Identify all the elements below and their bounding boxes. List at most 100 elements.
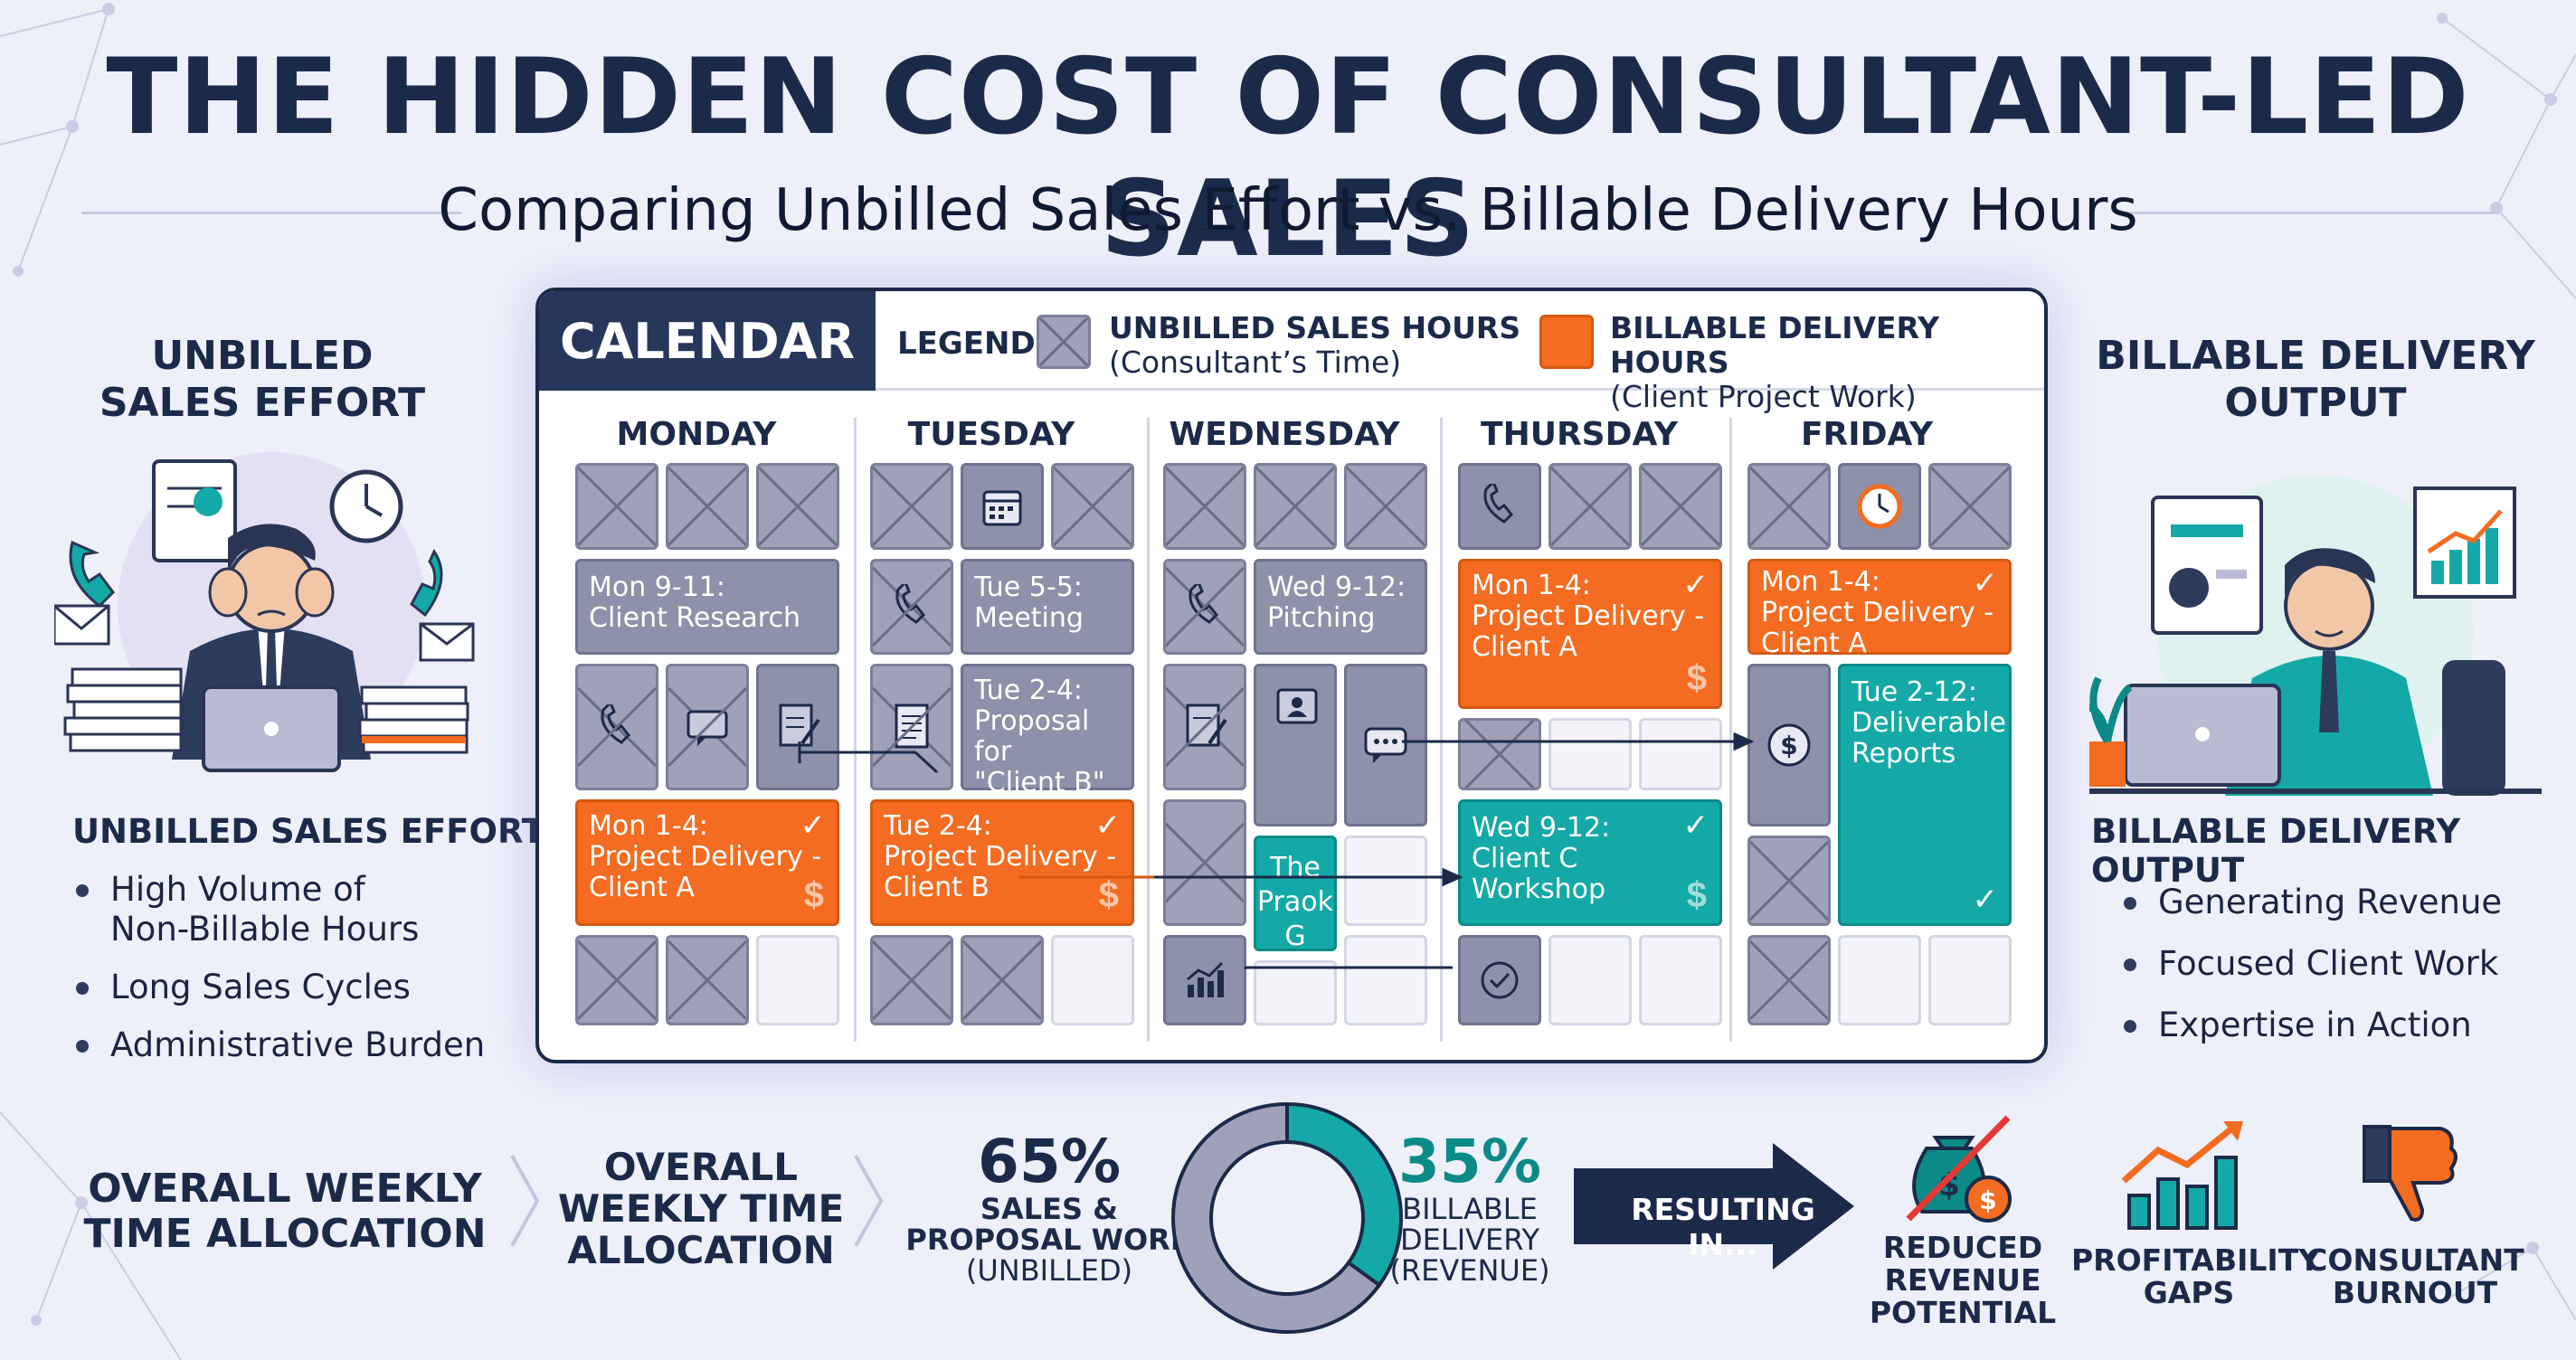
subtitle: Comparing Unbilled Sales Effort vs. Bill…	[438, 177, 2138, 244]
bar-chart-icon	[1187, 961, 1224, 997]
calendar-cell[interactable]	[666, 463, 749, 550]
event-mon-delivery[interactable]: Mon 1-4: Project Delivery - Client A ✓ $	[575, 799, 839, 926]
event-thu-delivery[interactable]: Mon 1-4: Project Delivery - Client A ✓ $	[1458, 559, 1722, 709]
legend-billable-title: BILLABLE DELIVERY HOURS	[1610, 310, 1940, 380]
calendar-tab: CALENDAR	[539, 291, 876, 391]
calendar-cell[interactable]	[1163, 799, 1246, 926]
event-thu-workshop[interactable]: Wed 9-12: Client C Workshop ✓ $	[1458, 799, 1722, 926]
calendar-cell[interactable]	[666, 935, 749, 1025]
left-item-text: Non-Billable Hours	[110, 910, 420, 949]
calendar-cell[interactable]	[1639, 718, 1722, 790]
thumbs-down-icon	[2363, 1125, 2458, 1222]
day-separator	[1729, 418, 1732, 1042]
calendar-cell[interactable]	[666, 664, 749, 790]
outcome-consultant-burnout: CONSULTANT BURNOUT	[2297, 1244, 2533, 1309]
event-wed-pitching[interactable]: Wed 9-12: Pitching	[1254, 559, 1427, 655]
calendar-cell[interactable]	[1163, 664, 1246, 790]
calendar-panel: CALENDAR LEGEND UNBILLED SALES HOURS (Co…	[535, 288, 2048, 1063]
calendar-cell[interactable]	[1548, 935, 1632, 1025]
allocation-heading-mid: OVERALL WEEKLY TIME ALLOCATION	[552, 1147, 850, 1271]
contact-card-icon	[1276, 688, 1318, 724]
outcome-reduced-revenue: REDUCED REVENUE POTENTIAL	[1863, 1232, 2062, 1329]
calendar-cell[interactable]	[756, 463, 839, 550]
event-tue-proposal[interactable]: Tue 2-4: Proposal for "Client B"	[961, 664, 1134, 798]
right-list-heading: BILLABLE DELIVERY OUTPUT	[2091, 812, 2461, 890]
calendar-cell[interactable]	[575, 935, 658, 1025]
left-heading: UNBILLED SALES EFFORT	[63, 333, 461, 427]
outcome-line: CONSULTANT	[2306, 1242, 2524, 1278]
calendar-cell[interactable]	[1458, 463, 1541, 550]
calendar-cell[interactable]	[1747, 463, 1831, 550]
event-mon-research[interactable]: Mon 9-11: Client Research	[575, 559, 839, 655]
legend-bar: LEGEND UNBILLED SALES HOURS (Consultant’…	[876, 291, 2044, 414]
calendar-cell[interactable]	[756, 664, 839, 790]
event-fri-delivery[interactable]: Mon 1-4: Project Delivery - Client A ✓	[1747, 559, 2012, 659]
calendar-cell[interactable]	[1163, 463, 1246, 550]
calendar-cell[interactable]	[870, 559, 953, 655]
clock-icon	[1857, 484, 1902, 529]
calendar-cell[interactable]	[1254, 463, 1337, 550]
calendar-cell[interactable]	[1344, 463, 1427, 550]
calendar-cell[interactable]	[1838, 463, 1921, 550]
calendar-cell[interactable]	[1747, 935, 1831, 1025]
calendar-cell[interactable]	[1051, 463, 1134, 550]
left-bullet-item: Administrative Burden	[72, 1025, 485, 1065]
calendar-cell[interactable]	[870, 664, 953, 790]
calendar-cell[interactable]	[575, 463, 658, 550]
check-icon: ✓	[1682, 808, 1709, 843]
left-bullet-item: Long Sales Cycles	[72, 968, 485, 1007]
calendar-cell[interactable]	[870, 463, 953, 550]
calendar-cell[interactable]	[1344, 836, 1427, 926]
legend-billable-swatch	[1539, 315, 1594, 369]
chevron-right-icon	[510, 1155, 540, 1247]
billable-label-line3: (REVENUE)	[1389, 1253, 1550, 1288]
svg-text:$: $	[1979, 1185, 1996, 1215]
calendar-icon	[982, 490, 1022, 526]
event-tue-delivery[interactable]: Tue 2-4: Project Delivery - Client B ✓ $	[870, 799, 1134, 926]
legend-unbilled-title: UNBILLED SALES HOURS	[1109, 310, 1521, 345]
calendar-cell[interactable]: $	[1747, 664, 1831, 826]
allocation-heading-left: OVERALL WEEKLY TIME ALLOCATION	[81, 1166, 488, 1257]
legend-billable-sub: (Client Project Work)	[1610, 379, 1917, 414]
right-heading: BILLABLE DELIVERY OUTPUT	[2080, 333, 2551, 427]
event-tue-meeting[interactable]: Tue 5-5: Meeting	[961, 559, 1134, 655]
calendar-cell[interactable]	[870, 935, 953, 1025]
calendar-cell[interactable]	[1548, 463, 1632, 550]
calendar-cell[interactable]	[1344, 935, 1427, 1025]
outcome-profitability-gaps: PROFITABILITY GAPS	[2071, 1244, 2320, 1309]
calendar-cell[interactable]	[1458, 718, 1541, 790]
day-separator	[1147, 418, 1150, 1042]
calendar-cell[interactable]	[756, 935, 839, 1025]
calendar-cell[interactable]	[575, 664, 658, 790]
money-bag-crossed-icon: $ $	[1906, 1115, 2012, 1223]
calendar-cell[interactable]	[961, 463, 1044, 550]
calendar-cell[interactable]	[1254, 664, 1337, 826]
calendar-cell[interactable]	[1548, 718, 1632, 790]
check-icon: ✓	[1094, 808, 1122, 843]
main-title: THE HIDDEN COST OF CONSULTANT-LED SALES	[106, 36, 2470, 280]
calendar-cell[interactable]	[1051, 935, 1134, 1025]
calendar-cell[interactable]	[1838, 935, 1921, 1025]
allocation-mid-line2: WEEKLY TIME	[557, 1186, 845, 1231]
calendar-cell[interactable]	[1928, 935, 2012, 1025]
chevron-right-icon	[854, 1155, 884, 1247]
legend-billable: BILLABLE DELIVERY HOURS (Client Project …	[1610, 311, 2044, 414]
left-bullet-list: High Volume of Non-Billable Hours Long Sa…	[72, 870, 485, 1083]
right-heading-line1: BILLABLE DELIVERY	[2096, 333, 2535, 379]
calendar-cell[interactable]	[1254, 960, 1337, 1025]
event-fri-reports[interactable]: Tue 2-12: Deliverable Reports ✓	[1838, 664, 2012, 926]
calendar-cell[interactable]	[1639, 935, 1722, 1025]
calendar-cell[interactable]	[1163, 559, 1246, 655]
dollar-icon: $	[1098, 875, 1119, 915]
billable-percentage: 35%	[1398, 1127, 1541, 1196]
outcome-line: REDUCED	[1882, 1230, 2043, 1265]
calendar-cell[interactable]	[1458, 935, 1541, 1025]
calendar-cell[interactable]	[1928, 463, 2012, 550]
calendar-cell[interactable]	[1163, 935, 1246, 1025]
allocation-mid-line1: OVERALL	[603, 1145, 799, 1189]
calendar-cell[interactable]	[1747, 836, 1831, 926]
calendar-cell[interactable]	[1639, 463, 1722, 550]
billable-label-line1: BILLABLE	[1402, 1192, 1538, 1226]
calendar-cell[interactable]	[961, 935, 1044, 1025]
